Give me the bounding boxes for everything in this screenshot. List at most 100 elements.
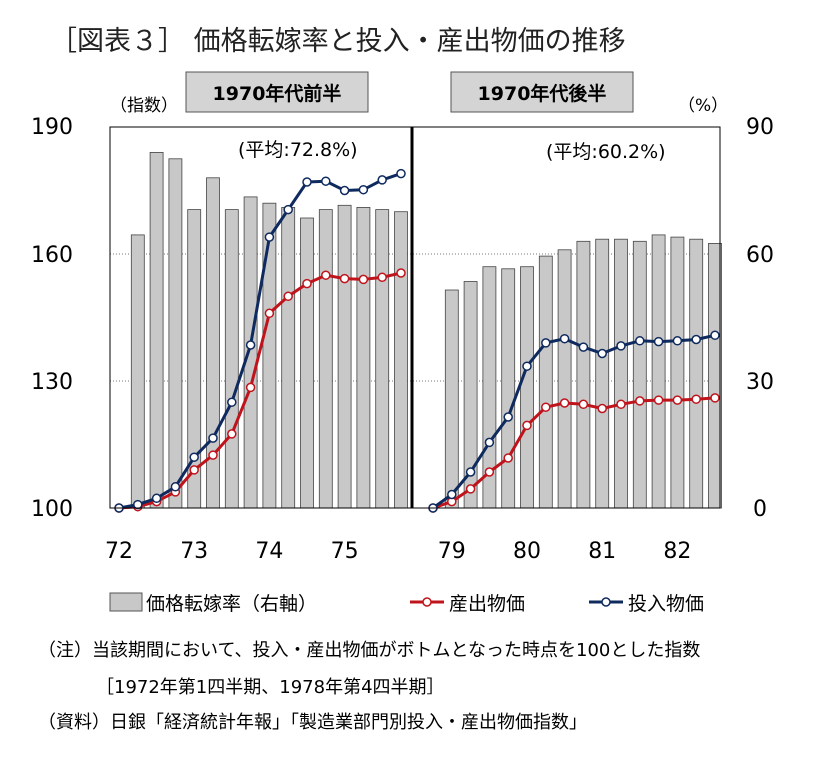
output-price-point: [227, 429, 237, 439]
input-price-point: [447, 489, 457, 500]
output-price-point: [245, 382, 256, 393]
input-price-point: [578, 342, 589, 352]
input-price-point: [672, 336, 683, 346]
lines-layer: [114, 168, 720, 513]
input-price-point: [358, 184, 369, 195]
input-price-point: [170, 482, 181, 492]
output-price-line: [118, 271, 402, 510]
left-tick-label: 130: [31, 370, 73, 395]
input-price-point: [710, 330, 720, 341]
output-price-point: [189, 465, 199, 475]
output-price-point: [541, 402, 551, 412]
panel-label-box-1: [185, 71, 369, 113]
legend-bar-swatch: [109, 592, 143, 612]
pass-through-bar: [375, 209, 390, 509]
left-axis-label: （指数）: [110, 96, 178, 116]
input-price-point: [635, 336, 645, 346]
right-tick-label: 90: [746, 115, 774, 140]
pass-through-bar: [243, 196, 258, 509]
input-price-point: [559, 333, 570, 344]
right-tick-label: 60: [746, 243, 774, 268]
input-price-point: [283, 204, 293, 215]
output-price-point: [635, 396, 645, 406]
pass-through-bar: [130, 234, 145, 509]
panel-label-2: 1970年代後半: [478, 82, 607, 105]
pass-through-bar: [670, 236, 685, 509]
output-price-point: [578, 399, 589, 410]
pass-through-bar: [614, 238, 628, 509]
pass-through-bar: [632, 240, 647, 509]
pass-through-bar: [501, 268, 516, 509]
average-label-2: (平均:60.2%): [546, 141, 666, 163]
pass-through-bar: [651, 234, 666, 509]
input-price-line: [118, 172, 402, 510]
right-tick-label: 30: [746, 370, 774, 395]
output-price-point: [321, 270, 331, 280]
pass-through-bar: [300, 217, 314, 509]
pass-through-bar: [576, 240, 591, 509]
pass-through-bar: [520, 266, 534, 509]
output-price-point: [377, 272, 387, 283]
input-price-point: [264, 232, 275, 242]
x-tick-label: 80: [513, 539, 541, 564]
pass-through-bar: [538, 255, 553, 509]
input-price-point: [503, 412, 513, 422]
note-line-1: （注）当該期間において、投入・産出物価がボトムとなった時点を100とした指数: [38, 640, 701, 661]
legend-input-marker: [601, 597, 611, 607]
output-price-line: [432, 396, 716, 510]
output-price-point: [465, 484, 476, 494]
legend-label-output: 産出物価: [449, 593, 525, 615]
chart: ［図表３］ 価格転嫁率と投入・産出物価の推移 （指数） （%） 1970年代前半…: [31, 26, 774, 615]
input-price-point: [616, 341, 626, 351]
left-tick-label: 160: [31, 243, 73, 268]
x-tick-labels: 72 73 74 75 79 80 81 82: [105, 539, 691, 564]
input-price-point: [541, 338, 551, 348]
pass-through-bar: [394, 211, 408, 509]
pass-through-bar: [337, 204, 352, 509]
pass-through-bar: [356, 206, 371, 509]
input-price-point: [377, 175, 387, 185]
input-price-point: [302, 177, 312, 187]
input-price-point: [227, 397, 237, 407]
input-price-point: [208, 433, 218, 443]
input-price-point: [339, 185, 350, 196]
input-price-point: [653, 336, 664, 347]
plot-frame: [109, 126, 721, 509]
pass-through-bar: [318, 209, 333, 509]
input-price-line: [432, 333, 716, 510]
input-price-point: [597, 348, 607, 359]
output-price-point: [559, 398, 570, 408]
input-price-point: [151, 493, 162, 504]
output-price-point: [396, 268, 406, 278]
x-tick-label: 72: [105, 539, 133, 564]
input-price-point: [484, 437, 495, 448]
pass-through-bar: [224, 209, 239, 509]
pass-through-bar: [281, 206, 296, 509]
output-price-point: [358, 274, 369, 285]
output-price-point: [302, 278, 312, 289]
input-price-point: [522, 361, 532, 371]
pass-through-bar: [149, 151, 164, 509]
pass-through-bar: [689, 238, 704, 509]
input-price-point: [396, 168, 406, 179]
chart-title: ［図表３］ 価格転嫁率と投入・産出物価の推移: [50, 26, 626, 57]
input-price-point: [691, 334, 701, 345]
x-tick-label: 75: [331, 539, 359, 564]
input-price-point: [321, 176, 331, 186]
panel-label-1: 1970年代前半: [213, 82, 342, 105]
average-label-1: (平均:72.8%): [238, 139, 358, 161]
pass-through-bar: [595, 238, 610, 509]
output-price-point: [339, 273, 350, 284]
note-line-2: ［1972年第1四半期、1978年第4四半期］: [96, 677, 445, 698]
right-axis-label: （%）: [678, 96, 728, 116]
output-price-point: [283, 291, 293, 302]
left-tick-label: 190: [31, 115, 73, 140]
x-tick-label: 81: [588, 539, 616, 564]
legend-label-input: 投入物価: [628, 593, 704, 615]
bars-layer: [130, 151, 722, 509]
right-tick-label: 0: [753, 497, 767, 522]
input-price-point: [189, 452, 199, 462]
x-tick-label: 82: [663, 539, 691, 564]
output-price-point: [672, 395, 683, 405]
panel-label-box-2: [450, 71, 634, 113]
